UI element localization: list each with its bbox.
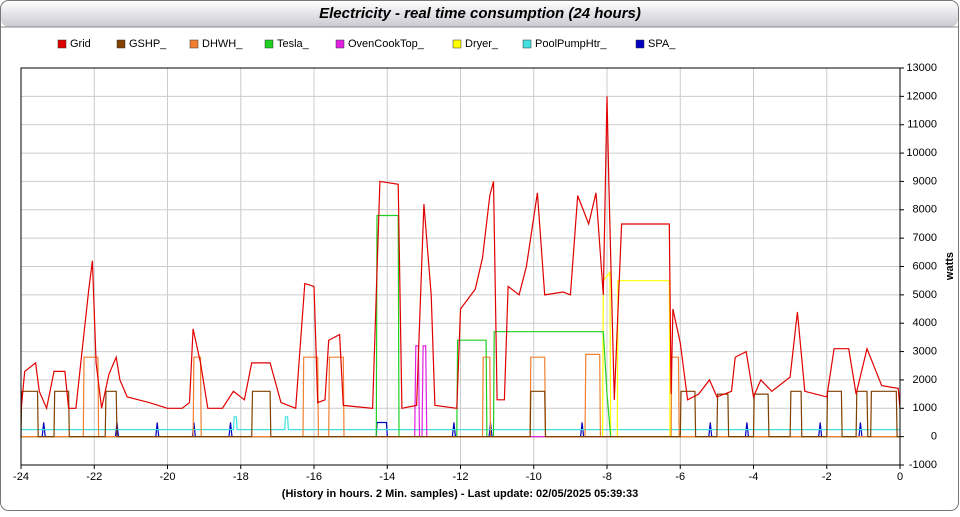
legend-label: OvenCookTop_	[348, 38, 425, 50]
x-tick-label: -4	[749, 471, 759, 483]
y-tick-label: 4000	[913, 317, 937, 329]
legend-label: PoolPumpHtr_	[535, 38, 607, 50]
y-tick-label: 8000	[913, 204, 937, 216]
legend-swatch	[452, 39, 462, 49]
series-line	[20, 390, 900, 438]
legend-swatch	[264, 39, 274, 49]
y-tick-label: 1000	[913, 402, 937, 414]
x-tick-label: -18	[233, 471, 249, 483]
series-line	[20, 96, 901, 412]
legend-label: Grid	[70, 38, 91, 50]
legend-swatch	[189, 39, 199, 49]
x-tick-label: 0	[897, 471, 903, 483]
x-tick-label: -24	[13, 471, 29, 483]
y-tick-label: 3000	[913, 345, 937, 357]
x-tick-label: -14	[379, 471, 395, 483]
chart-title: Electricity - real time consumption (24 …	[319, 5, 641, 22]
legend-swatch	[116, 39, 126, 49]
series-line	[21, 416, 900, 431]
y-tick-label: 6000	[913, 260, 937, 272]
legend-swatch	[522, 39, 532, 49]
legend-swatch	[635, 39, 645, 49]
x-tick-label: -10	[526, 471, 542, 483]
y-tick-label: 13000	[906, 62, 937, 74]
legend-label: DHWH_	[202, 38, 243, 50]
y-axis-label: watts	[944, 252, 956, 281]
y-tick-label: 10000	[906, 147, 937, 159]
x-tick-label: -12	[453, 471, 469, 483]
legend-label: SPA_	[648, 38, 676, 50]
legend-swatch	[57, 39, 67, 49]
x-tick-label: -20	[160, 471, 176, 483]
y-tick-label: 9000	[913, 175, 937, 187]
y-tick-label: 7000	[913, 232, 937, 244]
x-tick-label: -6	[675, 471, 685, 483]
x-tick-label: -8	[602, 471, 612, 483]
y-tick-label: 12000	[906, 90, 937, 102]
legend-label: GSHP_	[129, 38, 167, 50]
y-tick-label: 0	[931, 431, 937, 443]
y-tick-label: 5000	[913, 289, 937, 301]
y-tick-label: 11000	[907, 119, 937, 131]
header	[1, 1, 958, 27]
x-axis-label: (History in hours. 2 Min. samples) - Las…	[282, 488, 638, 500]
legend-label: Tesla_	[277, 38, 310, 50]
x-tick-label: -22	[86, 471, 102, 483]
y-tick-label: -1000	[909, 459, 937, 471]
x-tick-label: -2	[822, 471, 832, 483]
legend-swatch	[335, 39, 345, 49]
series-line	[21, 214, 900, 438]
y-tick-label: 2000	[913, 374, 937, 386]
x-tick-label: -16	[306, 471, 322, 483]
legend-label: Dryer_	[465, 38, 499, 50]
